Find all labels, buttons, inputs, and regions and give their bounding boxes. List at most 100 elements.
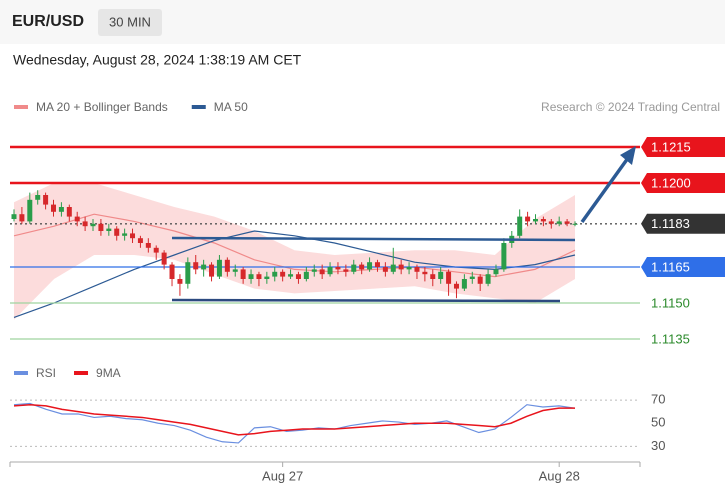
candle-body: [216, 259, 222, 277]
candle-body: [422, 271, 428, 275]
candle-body: [295, 274, 301, 279]
timeframe-box[interactable]: [98, 9, 162, 36]
candle-body: [453, 283, 459, 289]
candle-body: [564, 221, 570, 224]
candle-body: [66, 207, 72, 217]
candle-body: [359, 264, 365, 270]
legend-label: RSI: [36, 366, 56, 380]
candle-body: [114, 228, 120, 236]
ma-line: [13, 230, 576, 318]
candle-body: [51, 204, 57, 212]
candle-body: [311, 269, 317, 272]
candle-body: [232, 269, 238, 272]
candle-body: [374, 262, 380, 267]
level-label: 1.1215: [651, 139, 691, 154]
candle-body: [153, 247, 159, 253]
candle-body: [532, 219, 538, 222]
timeframe[interactable]: 30 MIN: [109, 14, 151, 29]
candle-body: [209, 264, 215, 277]
candle-body: [272, 271, 278, 277]
candle-body: [548, 221, 554, 224]
candle-body: [525, 216, 531, 222]
legend-label: MA 50: [214, 100, 248, 114]
legend-label: 9MA: [96, 366, 121, 380]
candle-body: [303, 271, 309, 279]
candle-body: [556, 221, 562, 224]
candle-body: [90, 223, 96, 227]
candle-body: [169, 264, 175, 279]
candle-body: [224, 259, 230, 272]
ma-line: [13, 213, 576, 278]
candle-body: [27, 199, 33, 222]
candle-body: [493, 269, 499, 275]
candle-body: [367, 262, 373, 270]
candle-body: [58, 207, 64, 212]
candle-body: [137, 238, 143, 243]
channel-lower: [171, 298, 561, 303]
candle-body: [106, 228, 112, 231]
candle-body: [446, 271, 452, 284]
channel: [171, 146, 636, 303]
candle-body: [438, 271, 444, 279]
candle-body: [122, 233, 128, 236]
candle-body: [19, 214, 25, 222]
legend-swatch: [14, 371, 28, 375]
candle-body: [74, 216, 80, 222]
level-tag: [641, 173, 725, 193]
candle-body: [185, 262, 191, 284]
candle-body: [240, 269, 246, 279]
legend-label: MA 20 + Bollinger Bands: [36, 100, 168, 114]
rsi-line: [13, 403, 575, 436]
candle-body: [540, 219, 546, 222]
arrow-shaft: [580, 156, 630, 224]
level-label: 1.1165: [651, 259, 690, 274]
candle-body: [35, 195, 41, 200]
candle-body: [98, 223, 104, 231]
symbol: EUR/USD: [12, 13, 84, 30]
candle-body: [11, 214, 17, 219]
candle-body: [145, 243, 151, 248]
level-label: 1.1135: [651, 331, 690, 346]
legend-swatch: [74, 371, 89, 375]
candle-body: [43, 195, 49, 205]
candle-body: [351, 264, 357, 272]
candle-body: [288, 274, 294, 277]
legend-swatch: [14, 105, 28, 109]
timestamp: Wednesday, August 28, 2024 1:38:19 AM CE…: [13, 52, 302, 68]
level-tag: [641, 213, 725, 234]
rsi-tick-label: 50: [651, 415, 665, 430]
level-label: 1.1183: [651, 216, 690, 231]
candle-body: [256, 274, 262, 279]
candle-body: [193, 262, 199, 270]
level-label: 1.1150: [651, 295, 690, 310]
bollinger-band: [14, 183, 575, 320]
rsi-tick-label: 70: [651, 392, 665, 407]
candle-body: [398, 264, 404, 270]
candle-body: [177, 279, 183, 284]
candle-body: [82, 221, 88, 227]
candle-body: [248, 274, 254, 279]
channel-upper: [171, 236, 576, 242]
candle-body: [161, 252, 167, 265]
candle-body: [382, 267, 388, 272]
candle-body: [130, 233, 136, 239]
candle-body: [572, 223, 578, 225]
rsi-tick-label: 30: [651, 438, 665, 453]
candle-body: [517, 216, 523, 236]
x-tick-label: Aug 27: [262, 468, 303, 483]
level-label: 1.1200: [651, 175, 691, 190]
candle-body: [414, 267, 420, 272]
level-tag: [641, 137, 725, 157]
candle-body: [430, 274, 436, 279]
x-tick-label: Aug 28: [539, 468, 580, 483]
arrow-head: [620, 146, 636, 165]
candle-body: [335, 267, 341, 270]
candle-body: [264, 276, 270, 279]
candle-body: [343, 269, 349, 272]
candle-body: [319, 269, 325, 275]
candle-body: [469, 276, 475, 279]
legend-swatch: [191, 105, 206, 109]
candle-body: [461, 279, 467, 289]
candle-body: [406, 267, 412, 270]
